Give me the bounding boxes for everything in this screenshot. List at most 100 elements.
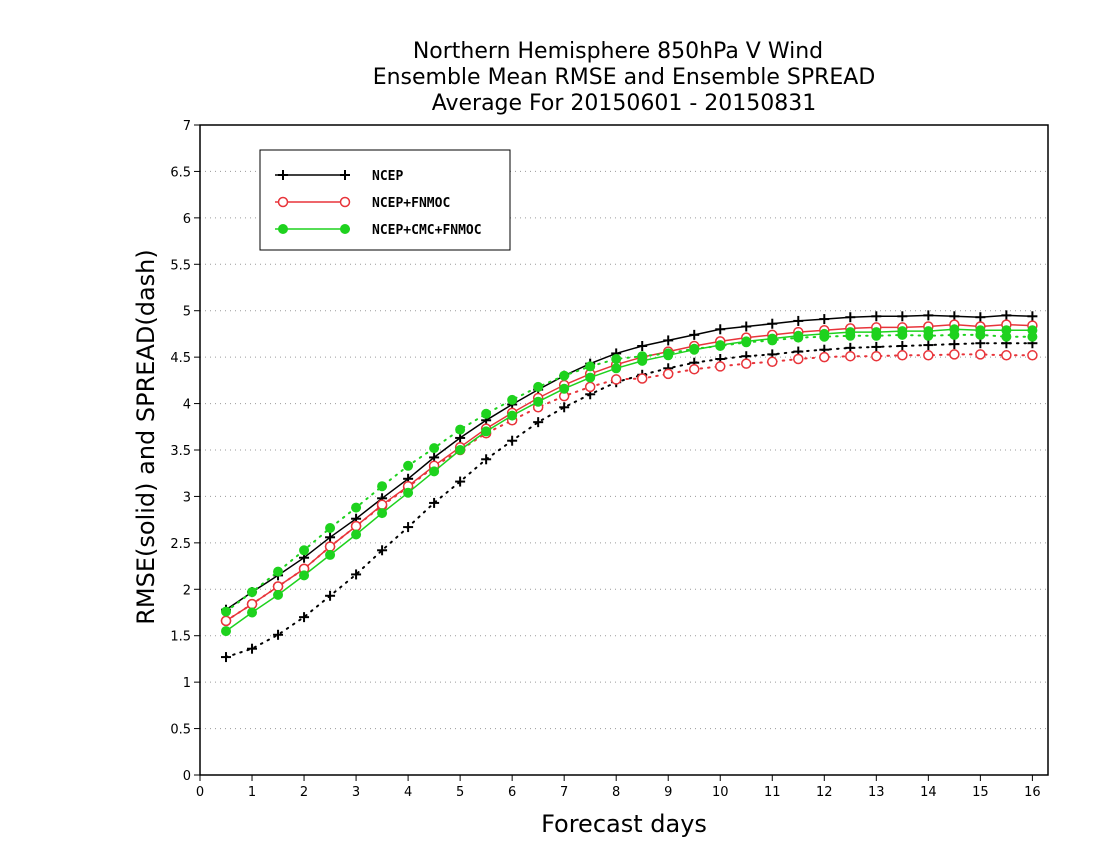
y-tick-label-0.5: 0.5 <box>170 723 191 738</box>
x-tick-label-11: 11 <box>764 785 781 800</box>
series-ncep-rmse-point <box>975 312 986 323</box>
series-ncep-cmc-fnmoc-rmse-point <box>403 487 414 498</box>
series-ncep-fnmoc-spread-point <box>636 373 648 384</box>
series-ncep-spread-point <box>559 402 570 413</box>
series-ncep-fnmoc-spread-point <box>741 358 752 369</box>
series-ncep-cmc-fnmoc-spread-point <box>299 545 310 556</box>
series-ncep-rmse-point <box>1001 310 1012 321</box>
x-tick-label-8: 8 <box>612 785 620 800</box>
title-line-3: Average For 20150601 - 20150831 <box>432 91 817 116</box>
legend-label: NCEP+FNMOC <box>372 196 450 211</box>
series-ncep-rmse-point <box>663 335 674 346</box>
plot-series <box>220 310 1038 663</box>
series-ncep-cmc-fnmoc-rmse-point <box>637 355 648 366</box>
x-tick-label-14: 14 <box>920 785 937 800</box>
legend-marker-left <box>278 170 288 180</box>
series-ncep-rmse-point <box>715 324 726 335</box>
series-ncep-cmc-fnmoc-rmse-point <box>1027 325 1038 336</box>
series-ncep-cmc-fnmoc-rmse-point <box>559 383 570 394</box>
series-ncep-fnmoc-rmse-point <box>324 541 336 552</box>
series-ncep-rmse-point <box>1027 311 1038 322</box>
series-ncep-rmse-point <box>897 311 908 322</box>
y-tick-label-4.5: 4.5 <box>170 351 191 366</box>
series-ncep-cmc-fnmoc-rmse-point <box>273 589 284 600</box>
x-tick-label-5: 5 <box>456 785 464 800</box>
series-ncep-cmc-fnmoc-rmse-point <box>845 327 856 338</box>
x-tick-label-4: 4 <box>404 785 412 800</box>
x-tick-label-9: 9 <box>664 785 672 800</box>
axis-ticks: 00.511.522.533.544.555.566.570 1 2 3 4 5 6 7 8 9 1… <box>170 119 1040 800</box>
series-ncep-fnmoc-spread-point <box>923 350 934 361</box>
series-ncep-cmc-fnmoc-spread-point <box>585 361 596 372</box>
series-ncep-spread-point <box>377 545 388 556</box>
series-ncep-fnmoc-rmse-point <box>246 598 258 610</box>
series-ncep-cmc-fnmoc-spread-point <box>507 394 518 405</box>
series-ncep-spread-point <box>871 341 882 352</box>
legend-marker-left <box>278 224 288 234</box>
title-line-1: Northern Hemisphere 850hPa V Wind <box>413 39 823 64</box>
y-tick-label-0: 0 <box>183 769 191 784</box>
series-ncep-spread-point <box>897 341 908 351</box>
series-ncep-fnmoc-spread-point <box>1001 350 1012 361</box>
series-ncep-spread-point <box>429 497 440 508</box>
series-ncep-fnmoc-rmse-point <box>272 581 284 592</box>
series-ncep-fnmoc-spread-point <box>897 350 908 361</box>
series-ncep-rmse-point <box>689 329 700 340</box>
series-ncep-cmc-fnmoc-rmse-point <box>351 529 362 540</box>
x-tick-label-3: 3 <box>352 785 360 800</box>
series-ncep-rmse-point <box>819 314 830 325</box>
y-tick-label-7: 7 <box>183 119 191 134</box>
legend-item-ncep: NCEP <box>275 169 403 184</box>
series-ncep-fnmoc-spread-point <box>1027 350 1038 361</box>
series-ncep-spread-point <box>403 522 414 533</box>
series-ncep-cmc-fnmoc-rmse-line <box>225 328 1033 632</box>
series-ncep-spread-point <box>351 569 362 580</box>
y-tick-label-5: 5 <box>183 305 191 320</box>
series-ncep-fnmoc-spread-point <box>871 350 882 362</box>
series-ncep-cmc-fnmoc-rmse-point <box>871 327 882 338</box>
series-ncep-cmc-fnmoc-rmse-point <box>325 549 336 560</box>
series-ncep-fnmoc-spread-point <box>714 361 726 372</box>
series-ncep-cmc-fnmoc-spread-point <box>221 606 232 617</box>
legend-marker-right <box>340 170 350 180</box>
series-ncep-spread-point <box>923 340 934 351</box>
x-tick-label-13: 13 <box>868 785 885 800</box>
series-ncep-cmc-fnmoc-spread-point <box>429 443 440 454</box>
x-tick-label-12: 12 <box>816 785 833 800</box>
series-ncep-rmse-point <box>455 432 466 443</box>
series-ncep-rmse-point <box>923 310 934 321</box>
series-ncep-cmc-fnmoc-rmse-point <box>949 324 960 335</box>
series-ncep-spread-point <box>949 339 960 350</box>
gridlines <box>200 170 1048 730</box>
legend-item-ncep-cmc-fnmoc: NCEP+CMC+FNMOC <box>275 223 482 238</box>
legend-label: NCEP <box>372 169 403 184</box>
series-ncep-cmc-fnmoc-rmse-point <box>923 326 934 337</box>
series-ncep-rmse-point <box>325 532 336 543</box>
series-ncep-spread-point <box>273 629 284 640</box>
title-line-2: Ensemble Mean RMSE and Ensemble SPREAD <box>373 65 876 90</box>
y-tick-label-3.5: 3.5 <box>170 444 191 459</box>
series-ncep-cmc-fnmoc-spread-point <box>611 354 622 364</box>
series-ncep-fnmoc-rmse-point <box>376 499 388 511</box>
x-tick-label-7: 7 <box>560 785 568 800</box>
series-ncep-fnmoc-spread-point <box>949 349 960 360</box>
series-ncep-rmse-point <box>845 312 856 323</box>
series-ncep-cmc-fnmoc-rmse-point <box>533 396 544 407</box>
series-ncep-cmc-fnmoc-spread-point <box>481 408 492 419</box>
legend-label: NCEP+CMC+FNMOC <box>372 223 482 238</box>
x-tick-label-0: 0 <box>196 785 204 800</box>
series-ncep-cmc-fnmoc-rmse-point <box>975 325 986 336</box>
series-ncep-fnmoc-spread-point <box>793 353 804 365</box>
x-tick-label-15: 15 <box>972 785 989 800</box>
series-ncep-cmc-fnmoc-spread-point <box>351 502 362 513</box>
y-tick-label-6: 6 <box>183 212 191 227</box>
series-ncep <box>221 310 1038 663</box>
series-ncep-fnmoc-spread-point <box>819 351 830 363</box>
series-ncep-cmc-fnmoc-rmse-point <box>897 326 908 337</box>
y-tick-label-5.5: 5.5 <box>170 258 191 273</box>
series-ncep-cmc-fnmoc-rmse-point <box>507 410 518 421</box>
y-tick-label-2.5: 2.5 <box>170 537 191 552</box>
legend-marker-left <box>277 196 289 208</box>
series-ncep-cmc-fnmoc-spread-point <box>533 381 544 392</box>
